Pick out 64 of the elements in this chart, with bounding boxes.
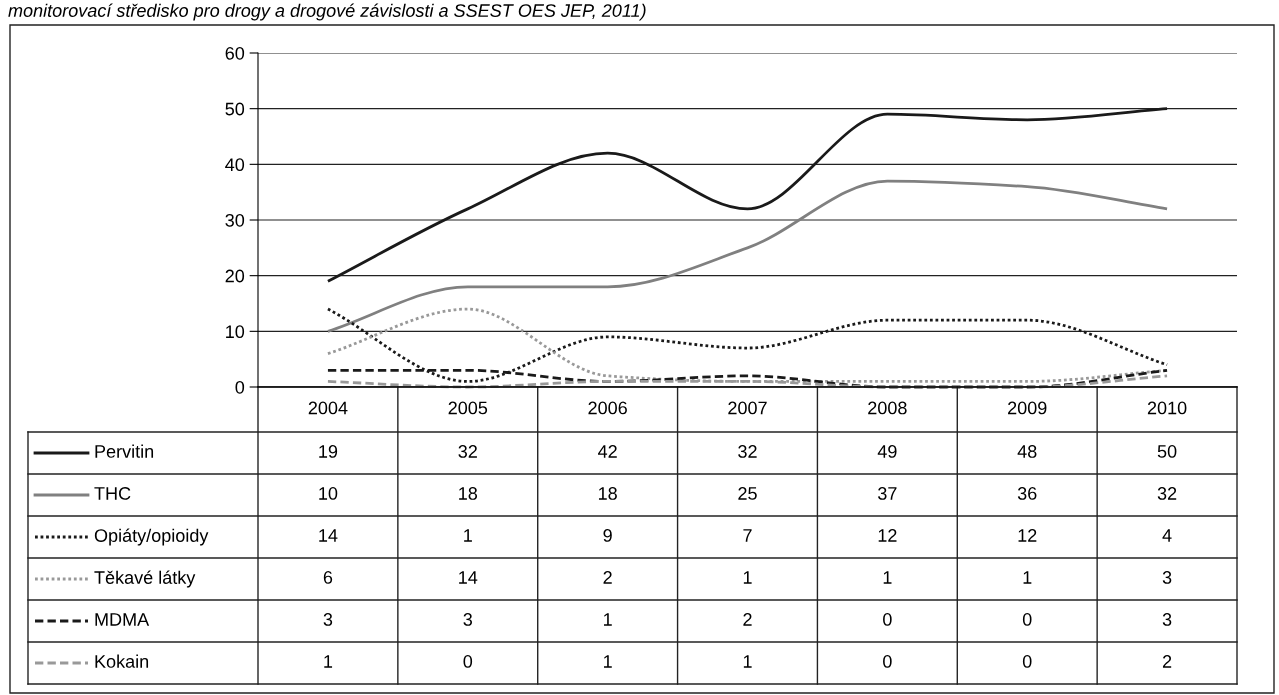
data-label: 12: [878, 529, 897, 542]
data-label: 32: [738, 445, 757, 458]
data-label: 6: [323, 571, 333, 584]
x-tick-label: 2009: [1008, 401, 1047, 415]
x-tick-label: 2006: [588, 401, 627, 415]
data-label: 1: [604, 613, 612, 626]
data-label: 25: [738, 487, 757, 500]
data-label: 14: [319, 529, 338, 542]
text: monitorovací středisko pro drogy a drogové závislosti a SSEST OES JEP, 2011): [8, 3, 646, 21]
data-label: 0: [1022, 613, 1032, 626]
y-tick-label: 40: [225, 158, 245, 172]
data-label: 2: [743, 613, 752, 626]
data-label: 0: [883, 613, 892, 626]
data-label: 32: [1157, 487, 1177, 500]
data-label: 32: [458, 445, 477, 458]
data-label: 48: [1017, 445, 1037, 458]
data-label: 10: [319, 487, 338, 500]
data-label: 2: [603, 571, 612, 584]
data-label: 3: [1162, 571, 1172, 584]
data-label: 50: [1157, 445, 1177, 458]
data-label: 3: [323, 613, 333, 626]
data-label: 9: [603, 529, 612, 542]
data-label: 36: [1017, 487, 1037, 500]
data-label: 1: [604, 655, 612, 668]
y-tick-label: 50: [225, 102, 245, 116]
legend-label: Pervitin: [95, 444, 154, 458]
x-tick-label: 2008: [868, 401, 907, 415]
data-label: 4: [1162, 529, 1172, 542]
data-label: 0: [883, 655, 892, 668]
data-label: 1: [324, 655, 333, 668]
data-label: 2: [1162, 655, 1172, 668]
data-label: 0: [463, 655, 473, 668]
x-tick-label: 2007: [728, 401, 767, 415]
data-label: 37: [878, 487, 897, 500]
data-label: 42: [598, 445, 617, 458]
y-tick-label: 10: [226, 325, 245, 339]
data-label: 0: [1022, 655, 1032, 668]
data-label: 14: [459, 571, 478, 584]
y-tick-label: 20: [225, 269, 245, 283]
legend-label: Těkavé látky: [94, 570, 196, 588]
legend-label: MDMA: [95, 613, 150, 626]
legend-label: Opiáty/opioidy: [94, 528, 209, 546]
data-label: 1: [464, 529, 472, 542]
data-label: 18: [598, 487, 617, 500]
x-tick-label: 2005: [448, 401, 488, 415]
y-tick-label: 0: [235, 380, 245, 394]
data-label: 7: [743, 529, 752, 542]
legend-label: THC: [94, 487, 131, 500]
data-label: 18: [459, 487, 478, 500]
data-label: 1: [743, 571, 752, 584]
data-label: 1: [1023, 571, 1032, 584]
x-tick-label: 2010: [1147, 401, 1187, 415]
line-series: [326, 179, 1169, 333]
y-tick-label: 60: [225, 46, 245, 60]
data-label: 1: [883, 571, 892, 584]
data-label: 49: [877, 445, 897, 458]
y-tick-label: 30: [225, 213, 245, 227]
data-label: 12: [1018, 529, 1037, 542]
data-label: 19: [319, 445, 338, 458]
data-label: 3: [463, 613, 473, 626]
data-label: 1: [743, 655, 752, 668]
data-label: 3: [1162, 613, 1172, 626]
x-tick-label: 2004: [308, 401, 348, 415]
legend-label: Kokain: [95, 654, 149, 668]
